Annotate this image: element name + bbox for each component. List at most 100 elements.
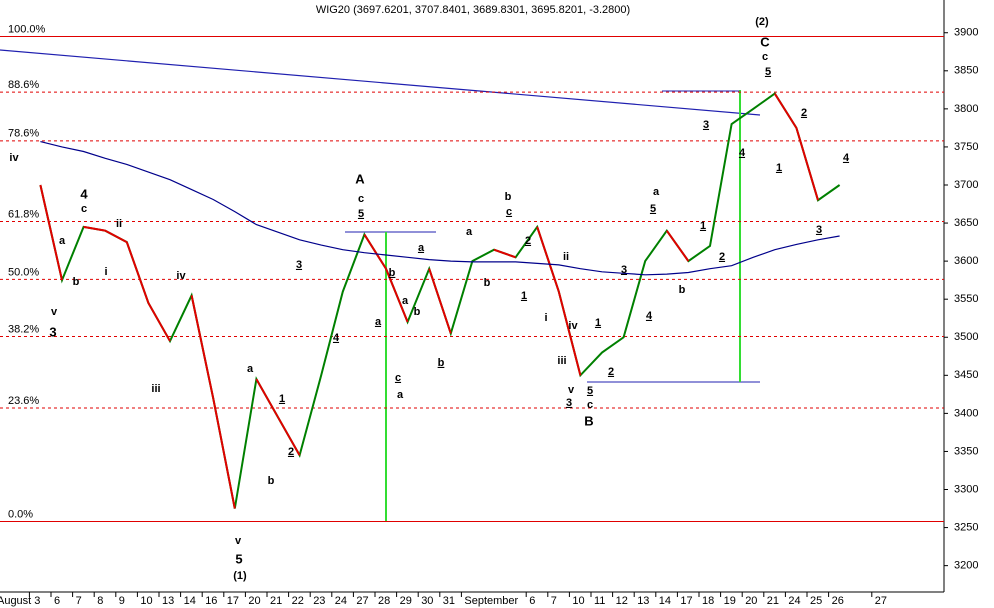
x-tick-label: 14 — [184, 595, 196, 607]
wave-label: 3 — [49, 324, 56, 339]
down-segment — [385, 268, 409, 323]
x-tick-label: 31 — [443, 595, 455, 607]
fib-label: 88.6% — [8, 79, 39, 91]
x-tick-label: 22 — [292, 595, 304, 607]
wave-label: 1 — [279, 393, 285, 405]
x-tick-label: 7 — [551, 595, 557, 607]
wave-label: b — [505, 191, 512, 203]
down-segment — [493, 248, 516, 259]
down-segment — [212, 397, 236, 509]
x-tick-label: 24 — [335, 595, 347, 607]
wave-label: 3 — [621, 264, 627, 276]
x-tick-label: 6 — [54, 595, 60, 607]
down-segment — [773, 93, 798, 129]
y-tick-label: 3300 — [954, 483, 978, 495]
x-tick-label: 16 — [205, 595, 217, 607]
wave-label: a — [418, 242, 425, 254]
y-tick-label: 3700 — [954, 179, 978, 191]
wave-label: 5 — [587, 385, 593, 397]
wave-label: v — [51, 306, 58, 318]
down-segment — [665, 230, 690, 262]
down-segment — [557, 291, 582, 376]
wave-label: 1 — [595, 317, 601, 329]
x-tick-label: 30 — [421, 595, 433, 607]
x-tick-label: 10 — [572, 595, 584, 607]
wave-label: a — [397, 389, 404, 401]
y-tick-label: 3550 — [954, 293, 978, 305]
wave-label: b — [268, 475, 275, 487]
wave-label: 4 — [843, 152, 850, 164]
wave-label: B — [584, 413, 593, 428]
wave-label: 5 — [235, 551, 242, 566]
x-tick-label: 19 — [724, 595, 736, 607]
wave-label: 4 — [333, 332, 340, 344]
down-segment — [795, 127, 819, 201]
wave-label: a — [653, 186, 660, 198]
wave-label: ii — [116, 218, 122, 230]
x-tick-label: 27 — [875, 595, 887, 607]
x-tick-label: 27 — [356, 595, 368, 607]
wave-label: (2) — [755, 16, 769, 28]
y-tick-label: 3800 — [954, 103, 978, 115]
down-segment — [125, 241, 150, 304]
x-tick-label: 21 — [767, 595, 779, 607]
wave-label: c — [358, 193, 364, 205]
x-tick-label: 25 — [810, 595, 822, 607]
wave-label: iv — [176, 270, 186, 282]
down-segment — [428, 268, 452, 334]
wave-label: 5 — [358, 208, 364, 220]
down-segment — [104, 229, 128, 243]
wave-label: iii — [557, 355, 566, 367]
x-tick-label: 23 — [313, 595, 325, 607]
wave-label: 4 — [739, 147, 746, 159]
wave-label: iii — [151, 383, 160, 395]
down-segment — [190, 295, 215, 399]
wave-label: i — [104, 266, 107, 278]
wave-label: ii — [563, 251, 569, 263]
wave-label: 3 — [703, 119, 709, 131]
y-tick-label: 3850 — [954, 65, 978, 77]
wave-label: 5 — [765, 66, 771, 78]
wave-label: 3 — [566, 397, 572, 409]
x-tick-label: 24 — [788, 595, 800, 607]
x-tick-label: 18 — [702, 595, 714, 607]
y-tick-label: 3900 — [954, 27, 978, 39]
wave-label: 5 — [650, 203, 656, 215]
fib-label: 38.2% — [8, 323, 39, 335]
down-segment — [277, 416, 301, 456]
y-tick-label: 3650 — [954, 217, 978, 229]
wave-label: a — [375, 316, 382, 328]
x-tick-label: 21 — [270, 595, 282, 607]
wave-label: 2 — [525, 235, 531, 247]
y-tick-label: 3200 — [954, 560, 978, 572]
x-tick-label: August 3 — [0, 595, 40, 607]
down-segment — [363, 233, 387, 270]
fib-label: 0.0% — [8, 508, 33, 520]
wave-label: a — [247, 363, 254, 375]
x-tick-label: 26 — [832, 595, 844, 607]
down-segment — [83, 225, 106, 232]
wave-label: 1 — [700, 220, 706, 232]
wave-label: iv — [568, 320, 578, 332]
y-tick-label: 3500 — [954, 331, 978, 343]
wave-label: b — [438, 357, 445, 369]
x-tick-label: 20 — [248, 595, 260, 607]
wave-label: v — [235, 535, 242, 547]
wave-label: A — [355, 171, 365, 186]
y-tick-label: 3400 — [954, 407, 978, 419]
fib-label: 23.6% — [8, 395, 39, 407]
wave-label: a — [466, 226, 473, 238]
wave-label: 1 — [521, 290, 527, 302]
wave-label: v — [568, 384, 575, 396]
wave-label: a — [402, 295, 409, 307]
wave-label: c — [762, 51, 768, 63]
wave-label: b — [73, 276, 80, 288]
x-tick-label: 28 — [378, 595, 390, 607]
down-segment — [147, 302, 171, 342]
x-tick-label: 9 — [119, 595, 125, 607]
trend-line — [0, 49, 761, 116]
x-tick-label: 17 — [680, 595, 692, 607]
chart-title: WIG20 (3697.6201, 3707.8401, 3689.8301, … — [316, 4, 630, 16]
x-tick-label: 7 — [76, 595, 82, 607]
